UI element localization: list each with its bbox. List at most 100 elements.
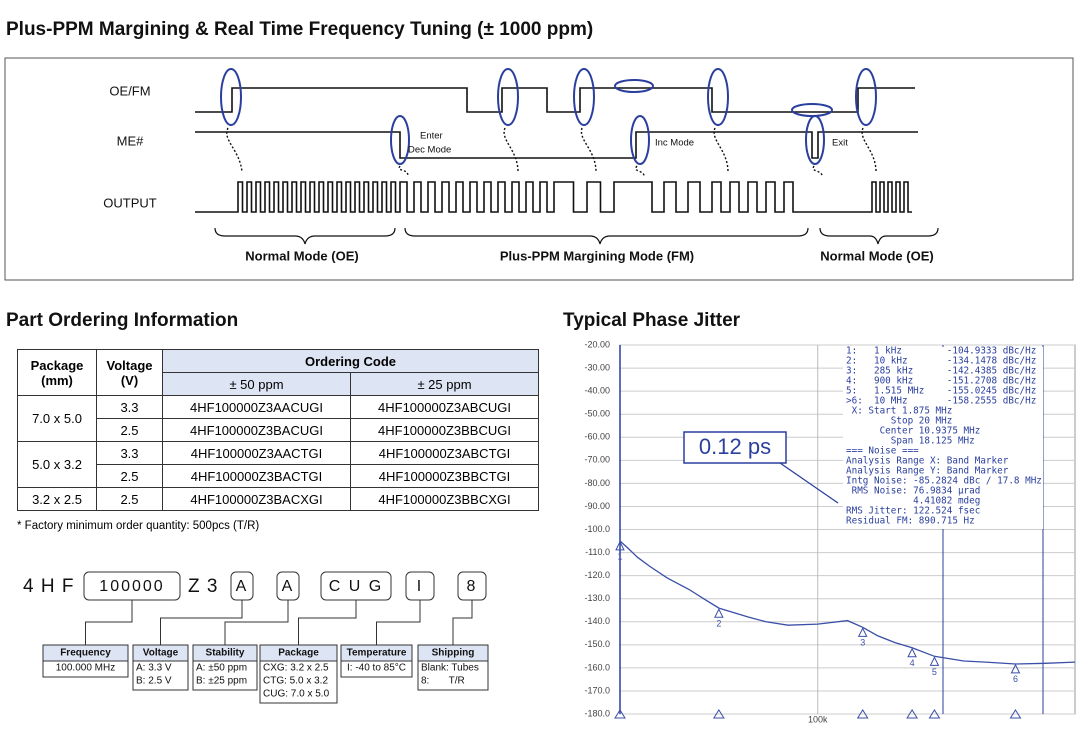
field-line: 100.000 MHz	[56, 663, 115, 674]
readout-bg	[843, 347, 1043, 529]
noise-curve	[619, 540, 1076, 665]
readout-line: === Noise ===	[846, 446, 919, 457]
header: (V)	[120, 372, 139, 388]
annotation: Exit	[832, 138, 848, 149]
readout-line: >6: 10 MHz -158.2555 dBc/Hz	[846, 396, 1036, 407]
arrow	[398, 165, 409, 177]
mode-label: Normal Mode (OE)	[245, 248, 358, 263]
y-tick-label: -140.0	[584, 616, 610, 626]
table-row: 2.5 4HF100000Z3BACTGI 4HF100000Z3BBCTGI	[18, 464, 539, 488]
table-cell: 4HF100000Z3BACXGI	[162, 487, 351, 511]
readout-line: Stop 20 MHz	[846, 416, 952, 427]
table-cell: 2.5	[96, 464, 163, 488]
field-title: Stability	[206, 648, 245, 659]
field-title: Voltage	[143, 648, 179, 659]
field-line: CTG: 5.0 x 3.2	[263, 676, 328, 687]
table-cell: 4HF100000Z3BACTGI	[162, 464, 351, 488]
y-tick-label: -160.0	[584, 662, 610, 672]
connector	[224, 600, 289, 645]
marker	[857, 627, 868, 637]
header: ± 50 ppm	[162, 372, 351, 396]
ellipse	[614, 79, 654, 93]
field-line: 8: T/R	[421, 676, 465, 687]
mode-label: Normal Mode (OE)	[820, 248, 933, 263]
y-tick-label: -100.0	[584, 524, 610, 534]
ellipse	[805, 115, 825, 165]
table-cell: 2.5	[96, 487, 163, 511]
y-tick-label: -110.0	[585, 547, 610, 557]
x-tick-label: 100k	[808, 714, 828, 724]
part-number-diagram: 4 H F 100000 Z 3 A A C U G I 8 Frequency 100.000 …	[23, 571, 489, 704]
marker-label: 5	[932, 667, 937, 677]
axis-marker	[712, 709, 725, 719]
signal-label: OE/FM	[109, 83, 150, 98]
brace	[819, 227, 939, 245]
field-title: Temperature	[347, 648, 407, 659]
readout-line: RMS Noise: 76.9834 µrad	[846, 486, 980, 497]
brace	[214, 227, 396, 245]
header: Package	[30, 357, 84, 373]
readout-line: 3: 285 kHz -142.4385 dBc/Hz	[846, 366, 1036, 377]
table-cell: 4HF100000Z3BBCTGI	[350, 464, 539, 488]
connector	[160, 600, 243, 645]
table-cell: 3.3	[96, 441, 163, 465]
table-cell: 4HF100000Z3ABCUGI	[350, 395, 539, 419]
code-text: 4 H F	[23, 576, 74, 597]
code-text: A	[282, 578, 295, 595]
marker	[907, 647, 917, 658]
ordering-table: Package (mm) Voltage (V) Ordering Code ± 5…	[17, 349, 539, 511]
section-title: Typical Phase Jitter	[563, 310, 741, 331]
output-waveform	[195, 181, 912, 213]
axis-marker	[1009, 709, 1022, 719]
field-line: CXG: 3.2 x 2.5	[263, 663, 329, 674]
ellipse	[390, 115, 410, 165]
highlight-ellipses	[220, 68, 877, 165]
field-line: A: 3.3 V	[136, 663, 172, 674]
table-cell: 3.3	[96, 395, 163, 419]
marker-label: 4	[910, 658, 915, 668]
table-row: 3.2 x 2.5 2.5 4HF100000Z3BACXGI 4HF100000Z3…	[17, 487, 539, 511]
connector	[85, 600, 133, 645]
table-cell: 2.5	[96, 418, 163, 442]
table-cell: 4HF100000Z3BBCUGI	[350, 418, 539, 442]
ellipse	[497, 68, 519, 126]
arrow	[503, 127, 519, 173]
header: ± 25 ppm	[350, 372, 539, 396]
readout-line: X: Start 1.875 MHz	[846, 406, 952, 417]
callout-box	[683, 431, 787, 464]
y-tick-label: -130.0	[584, 593, 610, 603]
y-tick-label: -30.00	[584, 362, 610, 372]
connector	[376, 600, 421, 645]
package-cell: 5.0 x 3.2	[17, 441, 97, 488]
table-cell: 4HF100000Z3AACTGI	[162, 441, 351, 465]
arrow	[713, 127, 729, 173]
dotted-arrows	[226, 127, 877, 177]
ellipse	[791, 103, 833, 117]
field-line: I: -40 to 85°C	[347, 663, 406, 674]
table-cell: 4HF100000Z3AACUGI	[162, 395, 351, 419]
timing-frame	[4, 57, 1074, 281]
arrow	[861, 127, 877, 173]
y-tick-label: -70.00	[584, 455, 610, 465]
y-tick-label: -90.00	[584, 501, 610, 511]
ellipse	[220, 68, 242, 126]
mode-label: Plus-PPM Margining Mode (FM)	[500, 248, 694, 263]
field-box	[132, 660, 189, 691]
marker	[714, 608, 724, 618]
field-box	[192, 660, 258, 691]
table-row: 5.0 x 3.2 3.3 4HF100000Z3AACTGI 4HF100000Z3…	[17, 441, 539, 488]
axis-marker	[856, 709, 869, 719]
code-text: Z 3	[188, 576, 218, 597]
package-cell: 3.2 x 2.5	[17, 487, 97, 511]
readout-line: 4: 900 kHz -151.2708 dBc/Hz	[846, 376, 1036, 387]
header: (mm)	[41, 372, 73, 388]
ellipse	[707, 68, 729, 126]
marker-label: 3	[860, 638, 865, 648]
readout-line: 5: 1.515 MHz -155.0245 dBc/Hz	[846, 386, 1036, 397]
header: Voltage	[106, 357, 153, 373]
signal-label: ME#	[117, 133, 145, 148]
y-tick-label: -150.0	[584, 639, 610, 649]
field-title: Shipping	[432, 648, 475, 659]
